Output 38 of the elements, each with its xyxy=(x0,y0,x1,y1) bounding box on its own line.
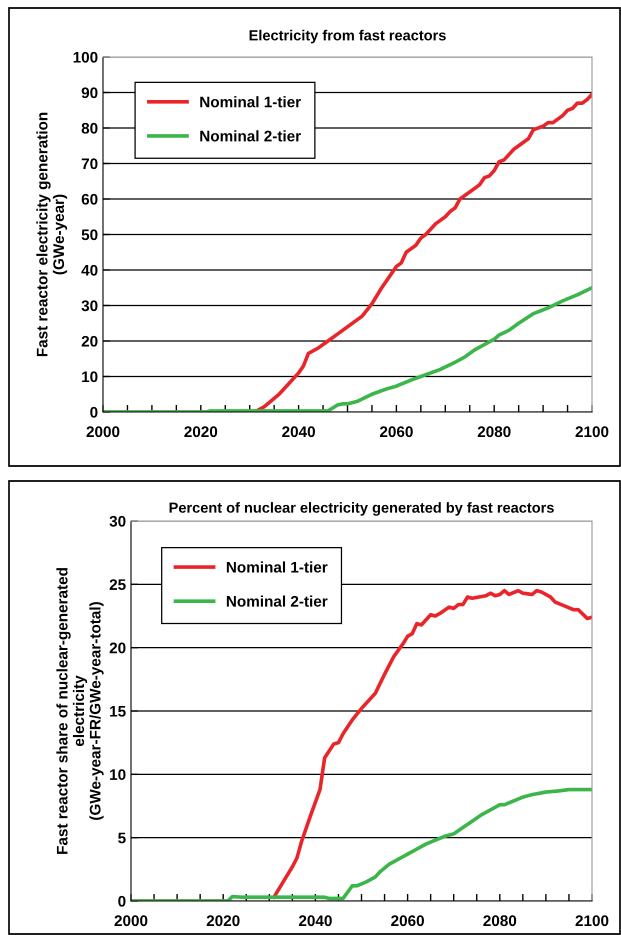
y-tick-label: 50 xyxy=(82,229,98,240)
y-tick-label: 0 xyxy=(118,896,126,907)
y-tick-label: 0 xyxy=(90,406,98,418)
y-tick-label: 20 xyxy=(110,642,126,654)
legend-label: Nominal 2-tier xyxy=(200,130,301,142)
x-tick-label: 2020 xyxy=(206,915,240,926)
x-tick-label: 2020 xyxy=(184,426,218,438)
x-tick-label: 2060 xyxy=(380,426,413,438)
legend-label: Nominal 2-tier xyxy=(226,595,328,607)
y-tick-label: 10 xyxy=(82,371,98,382)
y-tick-label: 20 xyxy=(82,336,98,347)
x-tick-label: 2000 xyxy=(114,915,148,926)
x-tick-label: 2080 xyxy=(478,426,511,438)
x-tick-label: 2100 xyxy=(576,426,608,438)
y-tick-label: 90 xyxy=(82,87,98,98)
y-tick-label: 30 xyxy=(110,516,126,527)
legend-label: Nominal 1-tier xyxy=(226,561,328,573)
y-tick-label: 15 xyxy=(110,706,126,717)
chart-title: Percent of nuclear electricity generated by fast reactors xyxy=(170,502,554,516)
y-axis-title: Fast reactor share of nuclear-generated electricity (GWe-year-FR/GWe-year-total) xyxy=(56,568,104,854)
y-axis-title: Fast reactor electricity generation (GWe-year) xyxy=(36,112,68,356)
y-tick-label: 80 xyxy=(82,122,98,134)
x-tick-label: 2040 xyxy=(282,426,315,438)
x-tick-label: 2100 xyxy=(576,915,608,926)
legend-label: Nominal 1-tier xyxy=(200,96,301,108)
x-tick-label: 2080 xyxy=(483,915,516,926)
x-tick-label: 2040 xyxy=(298,915,332,926)
y-tick-label: 25 xyxy=(110,579,126,590)
y-tick-label: 70 xyxy=(82,158,98,170)
y-tick-label: 10 xyxy=(110,769,126,780)
y-tick-label: 60 xyxy=(82,194,98,205)
x-tick-label: 2060 xyxy=(391,915,424,926)
x-tick-label: 2000 xyxy=(86,426,120,438)
y-tick-label: 40 xyxy=(81,264,98,276)
y-tick-label: 30 xyxy=(82,300,98,312)
y-tick-label: 5 xyxy=(118,832,126,844)
chart-title: Electricity from fast reactors xyxy=(250,30,446,44)
y-tick-label: 100 xyxy=(74,52,98,63)
